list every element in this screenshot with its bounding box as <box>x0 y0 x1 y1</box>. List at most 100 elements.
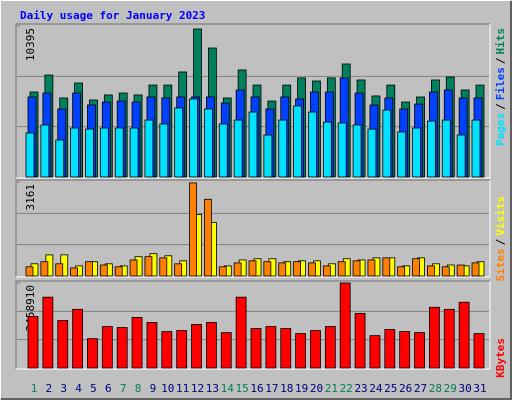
legend-separator: / <box>494 238 507 245</box>
x-tick-label: 1 <box>31 382 38 395</box>
x-tick-label: 8 <box>135 382 142 395</box>
x-tick-label: 5 <box>90 382 97 395</box>
panel-bevel-light <box>16 281 491 370</box>
bar <box>70 127 79 178</box>
bar <box>176 330 188 369</box>
bar <box>203 198 212 277</box>
bar <box>295 333 307 369</box>
bar <box>174 107 184 178</box>
bar <box>116 327 128 369</box>
bar <box>443 308 455 369</box>
bar <box>412 127 421 178</box>
bar <box>471 119 481 178</box>
bar <box>339 282 351 369</box>
x-tick-label: 30 <box>459 382 472 395</box>
bar <box>233 119 243 178</box>
legend-entry: Pages <box>494 113 507 146</box>
bar <box>144 119 154 178</box>
bar <box>114 266 123 277</box>
panel-bevel-dark <box>15 179 490 277</box>
bar <box>131 317 143 369</box>
bar <box>426 265 435 277</box>
legend-separator: / <box>494 57 507 64</box>
bar <box>337 122 347 178</box>
bar <box>72 308 83 369</box>
bar <box>308 262 316 277</box>
bar <box>473 333 485 369</box>
bar <box>235 296 247 369</box>
legend: Sites / Visits <box>494 196 507 282</box>
bar <box>250 328 262 369</box>
bar <box>189 182 197 277</box>
legend-separator: / <box>494 103 507 110</box>
x-tick-label: 23 <box>354 382 367 395</box>
bar <box>87 338 98 369</box>
bar <box>384 329 396 369</box>
x-tick-label: 2 <box>46 382 53 395</box>
legend-entry: Hits <box>494 28 507 55</box>
bar <box>42 296 54 369</box>
bar <box>220 332 232 369</box>
bar <box>265 326 277 369</box>
bar <box>367 128 377 178</box>
bar <box>322 121 332 178</box>
legend: KBytes <box>494 338 507 378</box>
bar <box>278 119 288 178</box>
bar <box>293 261 302 277</box>
bar <box>352 124 362 178</box>
bar <box>471 262 480 277</box>
bar <box>354 312 366 369</box>
bar <box>337 261 346 277</box>
x-tick-label: 26 <box>399 382 412 395</box>
y-tick-label: 10395 <box>24 28 37 61</box>
bar <box>189 98 198 178</box>
bar <box>233 262 242 277</box>
bar <box>352 260 361 277</box>
x-tick-label: 18 <box>280 382 293 395</box>
bar <box>25 132 35 178</box>
bar <box>367 259 376 277</box>
bar <box>441 119 451 178</box>
x-tick-label: 15 <box>236 382 249 395</box>
x-tick-label: 24 <box>369 382 383 395</box>
bar <box>99 264 108 277</box>
x-tick-label: 19 <box>295 382 308 395</box>
x-tick-label: 14 <box>221 382 235 395</box>
bar <box>263 261 272 277</box>
bar <box>324 326 336 369</box>
bar <box>414 332 425 369</box>
bar <box>129 127 139 178</box>
bar <box>382 257 391 277</box>
bar <box>99 127 109 178</box>
x-tick-label: 17 <box>265 382 278 395</box>
bar <box>412 258 420 277</box>
bar <box>40 124 50 178</box>
bar <box>55 139 65 178</box>
bar <box>174 263 183 277</box>
x-tick-label: 3 <box>60 382 67 395</box>
bar <box>27 315 39 369</box>
bar <box>441 266 450 277</box>
x-tick-label: 27 <box>414 382 427 395</box>
x-tick-label: 31 <box>473 382 486 395</box>
bar <box>280 328 292 369</box>
x-tick-label: 29 <box>444 382 457 395</box>
bar <box>159 123 169 178</box>
bar <box>55 263 64 277</box>
bar <box>191 324 202 369</box>
bar <box>203 108 213 178</box>
x-tick-label: 13 <box>206 382 219 395</box>
bar <box>205 322 217 369</box>
bar <box>397 131 407 178</box>
bar <box>248 111 258 178</box>
legend-entry: Visits <box>494 196 507 236</box>
bar <box>25 266 34 277</box>
bar <box>101 326 113 369</box>
bar <box>144 256 153 277</box>
x-tick-label: 4 <box>75 382 82 395</box>
bar <box>382 109 392 178</box>
x-tick-label: 16 <box>250 382 263 395</box>
bar <box>85 128 94 178</box>
legend-entry: Files <box>494 67 507 100</box>
